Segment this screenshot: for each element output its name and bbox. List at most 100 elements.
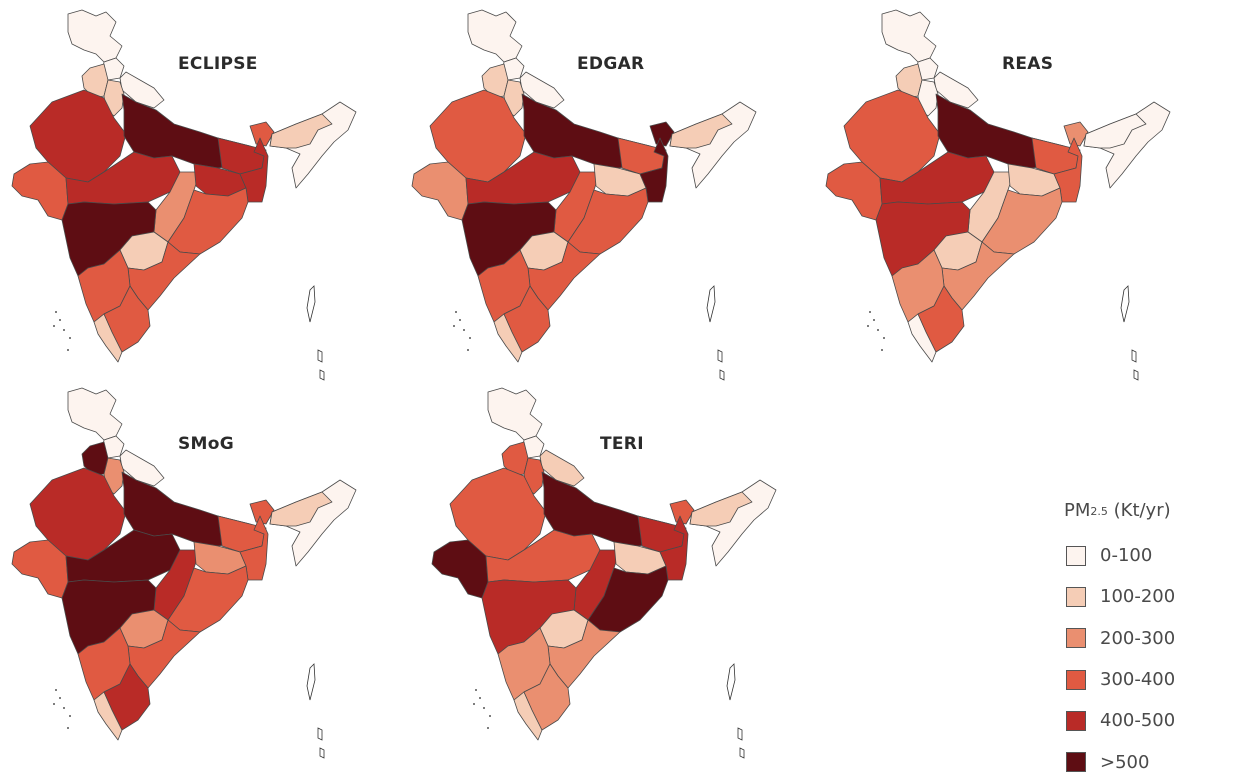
lakshadweep-island [63, 707, 65, 709]
lakshadweep-island [479, 697, 481, 699]
legend-item-1: 100-200 [1064, 576, 1244, 617]
region-assam [689, 491, 753, 527]
andaman-island [1131, 349, 1137, 363]
region-assam [269, 491, 333, 527]
legend-swatch [1066, 586, 1086, 607]
andaman-island [319, 747, 325, 759]
map-title-reas: REAS [1002, 54, 1054, 74]
legend-swatch [1066, 628, 1086, 649]
lakshadweep-island [53, 325, 55, 327]
region-jk [67, 9, 123, 63]
legend-swatch [1066, 752, 1086, 773]
india-map-teri [431, 387, 777, 759]
andaman-island [317, 727, 323, 741]
lakshadweep-island [473, 703, 475, 705]
lakshadweep-island [463, 329, 465, 331]
legend-label: 200-300 [1100, 627, 1176, 649]
legend: PM2.5 (Kt/yr) 0-100 100-200 200-300 300-… [1064, 500, 1244, 783]
andaman-island [306, 663, 316, 701]
map-title-eclipse: ECLIPSE [178, 54, 258, 74]
region-ne [1083, 101, 1171, 189]
legend-title-unit: (Kt/yr) [1107, 500, 1171, 521]
legend-item-3: 300-400 [1064, 659, 1244, 700]
map-panel-reas: REAS [818, 6, 1188, 386]
india-map-smog [11, 387, 357, 759]
lakshadweep-island [455, 311, 457, 313]
region-uk [519, 71, 565, 109]
lakshadweep-island [453, 325, 455, 327]
legend-item-5: >500 [1064, 741, 1244, 782]
lakshadweep-island [55, 689, 57, 691]
map-panel-teri: TERI [424, 384, 794, 764]
map-panel-edgar: EDGAR [404, 6, 774, 386]
legend-title-subscript: 2.5 [1090, 504, 1108, 518]
lakshadweep-island [883, 337, 885, 339]
andaman-island [737, 727, 743, 741]
region-sk [649, 121, 675, 147]
region-tn [917, 285, 965, 353]
lakshadweep-island [877, 329, 879, 331]
region-sk [249, 499, 275, 525]
lakshadweep-island [459, 319, 461, 321]
india-map-edgar [411, 9, 757, 381]
legend-title-main: PM [1064, 500, 1091, 521]
legend-label: 300-400 [1100, 669, 1176, 691]
legend-label: 400-500 [1100, 710, 1176, 732]
india-map-reas [825, 9, 1171, 381]
lakshadweep-island [69, 337, 71, 339]
lakshadweep-island [469, 337, 471, 339]
region-tn [503, 285, 551, 353]
region-tn [103, 285, 151, 353]
region-uk [539, 449, 585, 487]
india-map-eclipse [11, 9, 357, 381]
lakshadweep-island [881, 349, 883, 351]
region-sk [249, 121, 275, 147]
legend-item-2: 200-300 [1064, 618, 1244, 659]
lakshadweep-island [67, 727, 69, 729]
andaman-island [1133, 369, 1139, 381]
andaman-island [717, 349, 723, 363]
andaman-island [719, 369, 725, 381]
region-ne [269, 479, 357, 567]
region-ne [669, 101, 757, 189]
legend-label: 100-200 [1100, 586, 1176, 608]
lakshadweep-island [487, 727, 489, 729]
region-jk [881, 9, 937, 63]
andaman-island [706, 285, 716, 323]
region-tn [103, 663, 151, 731]
legend-title: PM2.5 (Kt/yr) [1064, 500, 1244, 521]
lakshadweep-island [869, 311, 871, 313]
legend-swatch [1066, 545, 1086, 566]
lakshadweep-island [873, 319, 875, 321]
region-jk [487, 387, 543, 441]
region-uk [119, 71, 165, 109]
lakshadweep-island [67, 349, 69, 351]
region-sk [669, 499, 695, 525]
lakshadweep-island [867, 325, 869, 327]
region-ne [689, 479, 777, 567]
lakshadweep-island [55, 311, 57, 313]
lakshadweep-island [53, 703, 55, 705]
andaman-island [306, 285, 316, 323]
region-tn [523, 663, 571, 731]
legend-item-0: 0-100 [1064, 535, 1244, 576]
map-title-teri: TERI [600, 434, 644, 454]
region-assam [269, 113, 333, 149]
legend-label: 0-100 [1100, 545, 1153, 567]
andaman-island [317, 349, 323, 363]
region-assam [669, 113, 733, 149]
region-sk [1063, 121, 1089, 147]
lakshadweep-island [59, 319, 61, 321]
andaman-island [1120, 285, 1130, 323]
lakshadweep-island [59, 697, 61, 699]
region-ne [269, 101, 357, 189]
legend-item-4: 400-500 [1064, 700, 1244, 741]
region-uk [119, 449, 165, 487]
region-uk [933, 71, 979, 109]
lakshadweep-island [69, 715, 71, 717]
legend-swatch [1066, 710, 1086, 731]
map-title-smog: SMoG [178, 434, 234, 454]
legend-swatch [1066, 669, 1086, 690]
lakshadweep-island [63, 329, 65, 331]
